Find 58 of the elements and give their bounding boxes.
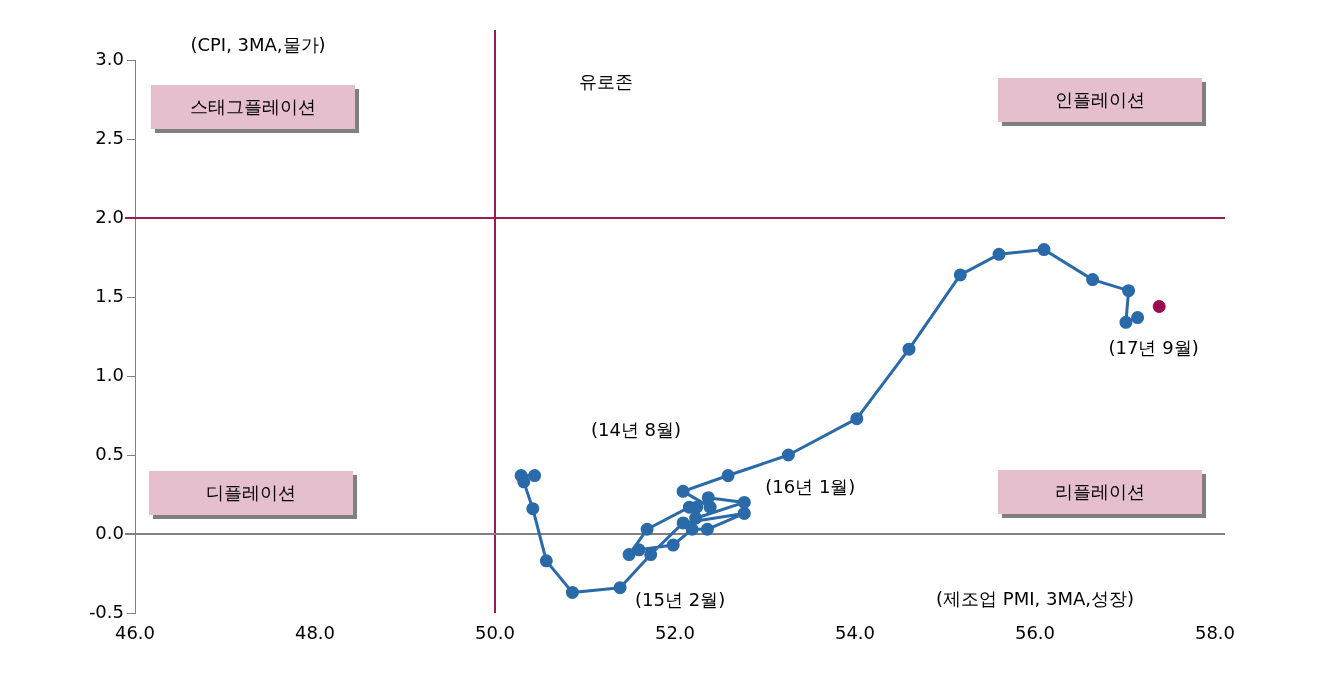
point <box>1119 315 1133 329</box>
point <box>539 554 553 568</box>
point <box>622 548 636 562</box>
annotation: 유로존 <box>579 71 633 92</box>
point <box>644 548 658 562</box>
point <box>1122 284 1136 298</box>
annotation: 인플레이션 <box>1055 88 1145 112</box>
point <box>721 469 735 483</box>
annotation: 리플레이션 <box>1055 480 1145 504</box>
point <box>666 538 680 552</box>
point <box>526 502 540 516</box>
point <box>1131 311 1145 325</box>
point <box>1152 299 1166 313</box>
y-axis-title: (CPI, 3MA,물가) <box>190 33 326 55</box>
point <box>703 500 717 514</box>
x-tick-label: 56.0 <box>1014 622 1056 644</box>
point <box>676 484 690 498</box>
point <box>528 469 542 483</box>
annotation: (16년 1월) <box>765 476 856 498</box>
point <box>737 495 751 509</box>
point <box>902 342 916 356</box>
point <box>613 581 627 595</box>
point <box>640 522 654 536</box>
point <box>701 491 715 505</box>
y-tick-label: 2.5 <box>95 126 124 148</box>
x-tick-label: 52.0 <box>654 622 696 644</box>
x-axis-title: (제조업 PMI, 3MA,성장) <box>936 587 1134 609</box>
y-tick-label: -0.5 <box>88 600 124 622</box>
point <box>850 412 864 426</box>
annotation: 디플레이션 <box>206 481 296 505</box>
point <box>700 522 714 536</box>
point <box>517 475 531 489</box>
y-tick-label: 0.5 <box>95 442 124 464</box>
y-tick-label: 2.0 <box>95 205 124 227</box>
point <box>685 522 699 536</box>
annotation: (15년 2월) <box>635 589 726 611</box>
point <box>565 585 579 599</box>
x-tick-label: 58.0 <box>1194 622 1236 644</box>
y-tick-label: 3.0 <box>95 47 124 69</box>
point <box>676 516 690 530</box>
point <box>953 268 967 282</box>
point <box>1037 243 1051 257</box>
point <box>737 506 751 520</box>
x-tick-label: 54.0 <box>834 622 876 644</box>
point <box>689 511 703 525</box>
point <box>1086 273 1100 287</box>
x-tick-label: 48.0 <box>294 622 336 644</box>
point <box>992 247 1006 261</box>
point <box>632 543 646 557</box>
point <box>781 448 795 462</box>
x-tick-label: 46.0 <box>114 622 156 644</box>
annotation: (14년 8월) <box>590 419 682 440</box>
annotation: (17년 9월) <box>1108 337 1199 359</box>
x-tick-label: 50.0 <box>474 622 516 644</box>
y-tick-label: 0.0 <box>95 521 124 543</box>
y-tick-label: 1.0 <box>95 363 124 385</box>
annotation: 스태그플레이션 <box>190 95 316 119</box>
y-tick-label: 1.5 <box>95 284 124 306</box>
